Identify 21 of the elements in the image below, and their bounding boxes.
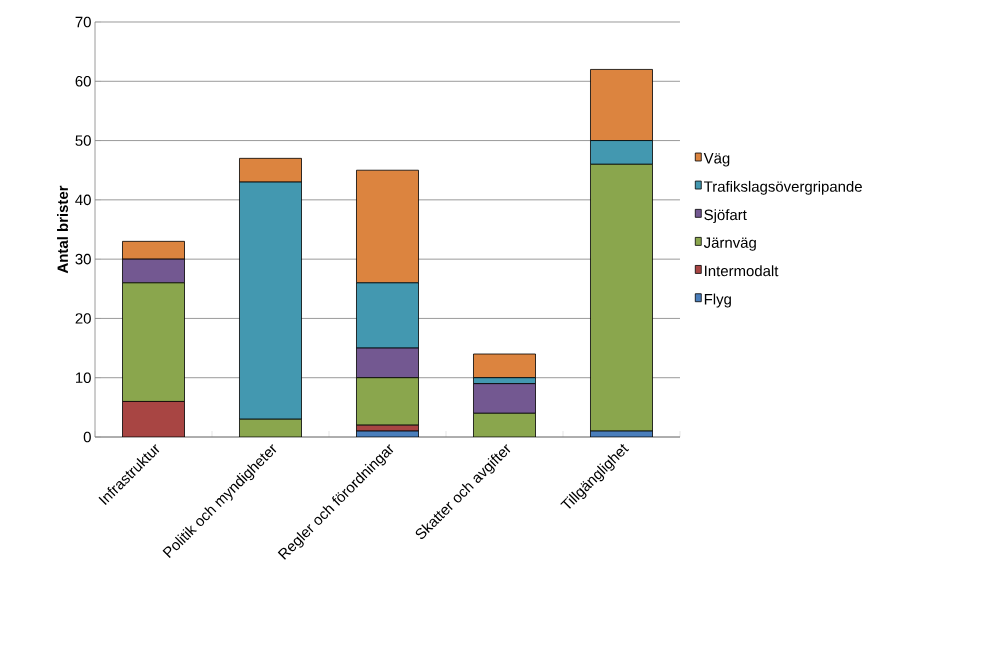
bar xyxy=(122,401,185,437)
y-tick-label: 0 xyxy=(83,431,91,443)
legend-label: Järnväg xyxy=(703,237,756,251)
bar xyxy=(590,163,653,432)
y-tick-label: 10 xyxy=(76,372,91,383)
bar xyxy=(356,377,419,426)
y-tick-label: 20 xyxy=(75,313,91,324)
y-tick-label: 30 xyxy=(75,253,91,265)
bar xyxy=(473,353,536,379)
legend-label: Intermodalt xyxy=(705,265,779,277)
legend-label: Flyg xyxy=(704,293,731,308)
legend-label: Sjöfart xyxy=(704,209,747,224)
y-axis-title: Antal brister xyxy=(57,185,69,274)
y-tick-label: 50 xyxy=(75,135,91,146)
y-tick-label: 60 xyxy=(75,75,91,87)
legend-label: Trafikslagsövergripande xyxy=(703,180,862,195)
y-tick-label: 40 xyxy=(75,194,91,206)
bar xyxy=(122,282,185,402)
y-tick-label: 70 xyxy=(75,16,91,28)
legend-label: Väg xyxy=(703,153,730,167)
bar xyxy=(473,412,536,437)
